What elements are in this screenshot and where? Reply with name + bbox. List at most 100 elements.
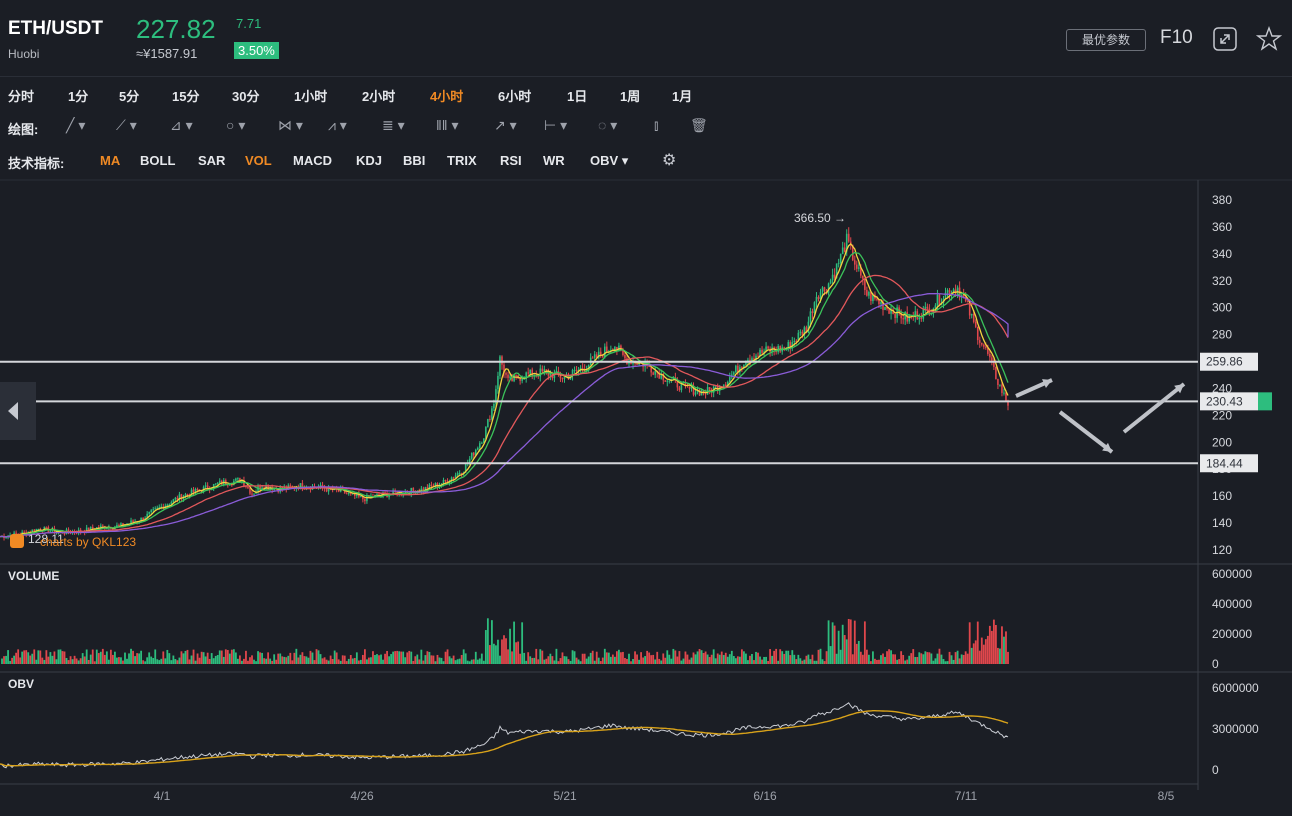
volume-bar: [122, 660, 124, 664]
gann-icon[interactable]: ‖‖ ▾: [436, 117, 459, 133]
pattern-icon[interactable]: ⩘ ▾: [328, 117, 347, 133]
indicator-vol[interactable]: VOL: [245, 153, 272, 168]
candle-body: [523, 378, 525, 380]
candle-body: [847, 233, 850, 242]
volume-bar: [114, 651, 116, 664]
low-price-label: 128.11: [28, 532, 64, 546]
expand-icon[interactable]: [1212, 26, 1238, 52]
volume-bar: [660, 660, 663, 664]
candle-body: [753, 358, 755, 360]
volume-bar: [845, 639, 848, 664]
volume-bar: [420, 649, 423, 664]
gear-icon[interactable]: ⚙: [662, 152, 677, 169]
indicator-obv-dropdown[interactable]: OBV ▾: [590, 153, 629, 168]
candle-body: [49, 530, 52, 533]
candle-body: [186, 494, 189, 496]
candle-body: [763, 351, 765, 353]
tab-timeframe[interactable]: 2小时: [362, 89, 396, 104]
tab-timeframe[interactable]: 1周: [620, 89, 641, 104]
level-tag-bg: [1200, 352, 1258, 371]
circle-icon[interactable]: ○ ▾: [226, 117, 246, 133]
tab-timeframe[interactable]: 1小时: [294, 89, 328, 104]
candle-body: [821, 287, 824, 293]
candle-body: [845, 233, 848, 252]
volume-bar: [747, 660, 749, 664]
collapse-sidebar-button[interactable]: [0, 382, 36, 440]
volume-bar: [726, 656, 729, 664]
tab-timeframe-active[interactable]: 4小时: [430, 89, 464, 104]
volume-bar: [170, 660, 173, 664]
indicator-bbi[interactable]: BBI: [403, 153, 426, 168]
candle-body: [694, 392, 697, 395]
candle-body: [708, 387, 711, 390]
volume-bar: [186, 649, 189, 664]
candle-toggle-icon[interactable]: ⫾: [654, 117, 659, 133]
volume-bar: [128, 653, 130, 664]
volume-bar: [922, 654, 925, 664]
delete-icon[interactable]: 🗑: [690, 117, 708, 133]
indicator-boll[interactable]: BOLL: [140, 153, 176, 168]
volume-bar: [366, 659, 368, 664]
volume-bar: [232, 649, 235, 664]
volume-bar: [575, 657, 578, 664]
pair-name[interactable]: ETH/USDT: [8, 18, 103, 39]
arrow-icon[interactable]: ↗ ▾: [494, 117, 517, 133]
f10-button[interactable]: F10: [1160, 27, 1193, 48]
best-params-button[interactable]: 最优参数: [1066, 29, 1146, 51]
candle-body: [430, 484, 433, 487]
candle-body: [229, 484, 231, 486]
volume-bar: [65, 657, 68, 664]
zigzag-icon[interactable]: ⋈ ▾: [278, 117, 303, 133]
tab-timeframe[interactable]: 6小时: [498, 89, 532, 104]
volume-bar: [319, 654, 322, 664]
candle-body: [817, 296, 820, 300]
candle-body: [358, 493, 360, 497]
obv-line: [0, 702, 1009, 769]
volume-bar: [87, 659, 90, 664]
indicator-sar[interactable]: SAR: [198, 153, 226, 168]
indicator-macd[interactable]: MACD: [293, 153, 332, 168]
volume-bar: [537, 659, 540, 664]
volume-bar: [472, 659, 475, 664]
tab-timeframe[interactable]: 1月: [672, 89, 693, 104]
volume-bar: [591, 650, 594, 664]
volume-bar: [821, 659, 824, 664]
volume-bar: [513, 621, 515, 664]
volume-bar: [337, 659, 340, 664]
volume-bar: [904, 660, 907, 664]
indicator-rsi[interactable]: RSI: [500, 153, 522, 168]
indicator-ma[interactable]: MA: [100, 153, 121, 168]
annotation-icon[interactable]: ◌ ▾: [598, 117, 618, 133]
star-icon[interactable]: [1255, 26, 1283, 52]
indicator-trix[interactable]: TRIX: [447, 153, 477, 168]
candle-body: [995, 366, 997, 380]
volume-bar: [5, 655, 7, 664]
tab-timeframe[interactable]: 1日: [567, 89, 588, 104]
y-tick-label: 140: [1212, 516, 1232, 530]
volume-bar: [273, 654, 276, 664]
volume-bar: [464, 653, 467, 664]
volume-bar: [535, 648, 538, 664]
fib-icon[interactable]: ≣ ▾: [382, 117, 405, 133]
tab-timeframe[interactable]: 30分: [232, 89, 260, 104]
volume-bar: [738, 656, 741, 664]
obv-tick-label: 6000000: [1212, 681, 1259, 695]
ma-line-ma30: [0, 274, 1009, 538]
candle-body: [531, 369, 534, 377]
indicator-wr[interactable]: WR: [543, 153, 565, 168]
measure-icon[interactable]: ⊢ ▾: [544, 117, 568, 133]
ray-icon[interactable]: ⟋ ▾: [116, 117, 137, 133]
tab-timeframe[interactable]: 1分: [68, 89, 89, 104]
tab-timeframe[interactable]: 15分: [172, 89, 200, 104]
volume-bar: [890, 650, 892, 664]
candle-body: [618, 345, 620, 350]
volume-bar: [83, 656, 86, 664]
channel-icon[interactable]: ⊿ ▾: [170, 117, 193, 133]
indicator-kdj[interactable]: KDJ: [356, 153, 383, 168]
volume-bar: [116, 657, 118, 664]
tab-timeframe[interactable]: 分时: [8, 89, 35, 104]
trend-line-icon[interactable]: ╱ ▾: [66, 117, 86, 133]
tab-timeframe[interactable]: 5分: [119, 89, 140, 104]
volume-bar: [515, 642, 517, 664]
